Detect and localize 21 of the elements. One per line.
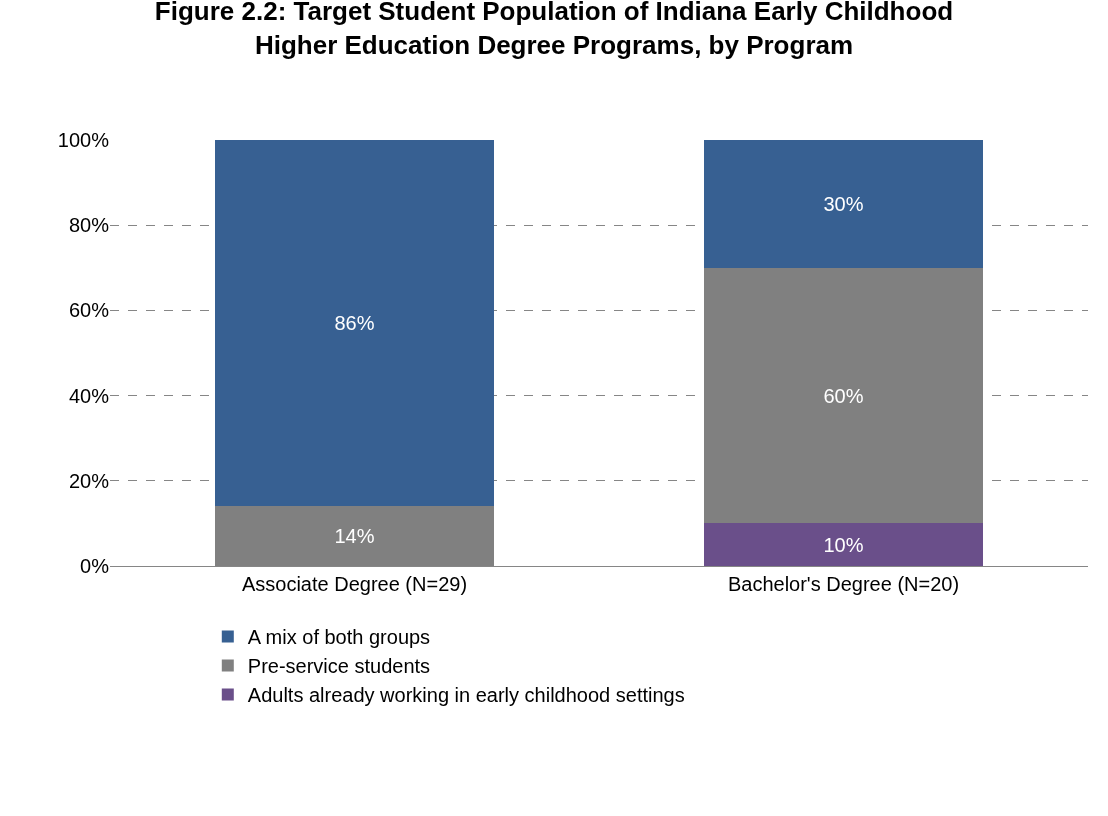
legend-label: A mix of both groups — [247, 626, 431, 649]
y-tick-label: 80% — [68, 214, 110, 237]
y-tick-label: 0% — [80, 555, 110, 577]
bar — [704, 523, 983, 566]
legend-label: Pre-service students — [247, 655, 431, 678]
x-tick-label: Bachelor's Degree (N=20) — [727, 573, 960, 595]
y-tick-label: 60% — [68, 299, 110, 322]
legend-label: Adults already working in early childhood settings — [247, 684, 685, 707]
y-tick-label: 40% — [68, 384, 110, 407]
bar — [704, 140, 983, 268]
data-label: 86% — [334, 312, 375, 335]
data-label: 60% — [823, 384, 864, 407]
y-tick-label: 20% — [68, 469, 110, 492]
x-tick-label: Associate Degree (N=29) — [241, 573, 468, 595]
chart-title: Figure 2.2: Target Student Population of Indiana Early Childhood Higher Education Degree Programs, by Program — [154, 0, 954, 61]
data-label: 10% — [823, 533, 864, 556]
data-label: 30% — [823, 192, 864, 215]
bar — [704, 267, 983, 524]
y-tick-label: 100% — [57, 129, 110, 151]
data-label: 14% — [334, 525, 375, 548]
bar — [215, 140, 494, 507]
